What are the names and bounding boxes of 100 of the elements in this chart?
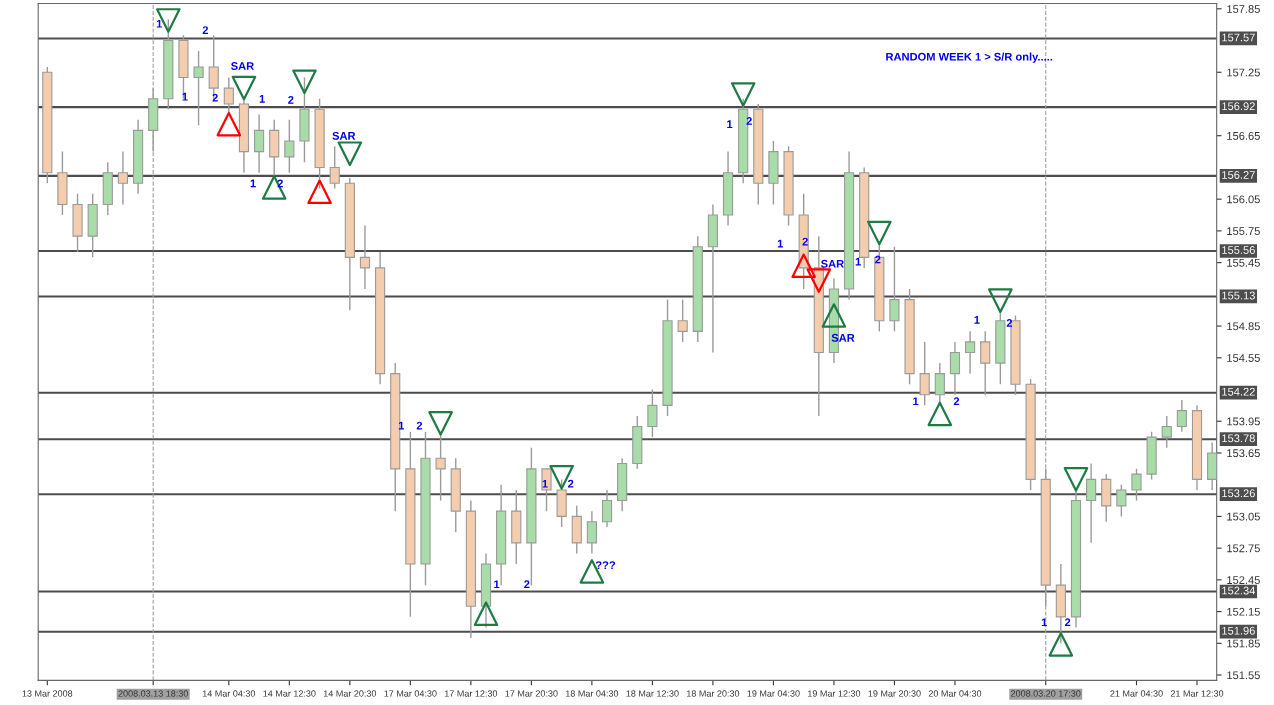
y-tick-label: 153.05 <box>1227 512 1260 521</box>
candlestick <box>601 489 613 528</box>
annotation: 2 <box>416 421 423 430</box>
annotation: ??? <box>595 561 616 569</box>
ref-line-label: 157.57 <box>1222 33 1255 42</box>
candlestick <box>253 113 265 174</box>
candlestick <box>359 224 371 290</box>
y-tick-label: 156.05 <box>1227 195 1260 204</box>
annotation: 1 <box>855 257 861 266</box>
annotation: 1 <box>1041 618 1047 627</box>
y-tick-label: 154.85 <box>1227 322 1260 331</box>
y-tick-label: 156.65 <box>1227 131 1260 140</box>
y-tick-label: 157.25 <box>1227 68 1260 77</box>
point <box>927 401 953 427</box>
x-tick-label: 19 Mar 20:30 <box>868 690 921 697</box>
point <box>216 111 242 137</box>
candlestick <box>1086 462 1097 544</box>
candlestick <box>284 119 295 174</box>
annotation: 1 <box>974 316 980 324</box>
y-tick-label: 151.85 <box>1227 639 1260 648</box>
x-tick-label: 18 Mar 12:30 <box>626 690 679 697</box>
annotation: 2 <box>1064 618 1071 627</box>
ref-line-label: 153.78 <box>1222 434 1255 443</box>
annotation: 1 <box>259 94 265 103</box>
candlestick <box>964 330 976 375</box>
annotation: 2 <box>1006 319 1013 327</box>
y-tick-label: 155.45 <box>1227 258 1260 267</box>
x-tick-label: 19 Mar 12:30 <box>808 690 861 697</box>
annotation: 1 <box>398 421 405 430</box>
candlestick <box>919 341 930 407</box>
x-tick-label: 18 Mar 20:30 <box>687 690 740 697</box>
annotation: 1 <box>727 120 733 129</box>
candlestick <box>1131 468 1142 502</box>
annotation: 2 <box>288 95 294 104</box>
point <box>791 253 816 279</box>
annotation: 2 <box>568 479 574 488</box>
ref-line-label: 156.27 <box>1222 171 1255 179</box>
point <box>1048 632 1074 657</box>
x-tick-label: 14 Mar 20:30 <box>323 690 377 697</box>
candlestick <box>1161 415 1172 449</box>
annotation: 2 <box>212 93 218 102</box>
y-tick-label: 153.95 <box>1227 417 1260 426</box>
y-tick-label: 157.85 <box>1227 5 1260 13</box>
x-tick-label: 19 Mar 04:30 <box>747 690 800 697</box>
point <box>821 303 847 328</box>
annotation: 2 <box>953 397 960 406</box>
candlestick <box>1116 483 1127 518</box>
x-tick-label: 14 Mar 12:30 <box>263 690 316 697</box>
x-tick-label: 21 Mar 04:30 <box>1110 690 1163 697</box>
y-tick-label: 152.75 <box>1227 544 1260 553</box>
x-tick-label: 14 Mar 04:30 <box>202 690 256 697</box>
point <box>156 8 181 33</box>
candlestick <box>208 34 219 100</box>
annotation: 1 <box>250 179 256 188</box>
y-tick-label: 151.55 <box>1227 671 1260 680</box>
point <box>1063 467 1089 492</box>
candlestick <box>949 341 961 396</box>
x-tick-label: 17 Mar 04:30 <box>384 690 437 697</box>
x-tick-label: 21 Mar 12:30 <box>1170 690 1224 697</box>
y-tick-label: 155.75 <box>1227 227 1260 236</box>
point <box>988 288 1013 313</box>
candlestick <box>193 50 204 126</box>
ref-line-label: 155.56 <box>1222 246 1255 254</box>
point <box>307 179 332 205</box>
annotation: RANDOM WEEK 1 > S/R only..... <box>886 52 1053 63</box>
y-tick-label: 154.55 <box>1227 354 1260 362</box>
point <box>428 411 453 436</box>
annotation: 1 <box>182 92 188 101</box>
point <box>549 464 574 490</box>
y-tick-label: 152.45 <box>1227 576 1260 584</box>
annotation: SAR <box>231 62 254 70</box>
candlestick <box>1176 399 1187 433</box>
point <box>292 69 317 95</box>
annotation: SAR <box>831 333 855 342</box>
annotation: 2 <box>202 26 209 34</box>
x-tick-label: 17 Mar 12:30 <box>444 690 498 697</box>
annotation: 1 <box>494 580 500 589</box>
annotation: SAR <box>821 259 844 268</box>
y-tick-label: 153.65 <box>1227 449 1260 458</box>
candlestick <box>329 145 340 190</box>
annotation: 2 <box>524 580 530 589</box>
annotation: 1 <box>156 19 163 28</box>
ref-line-label: 155.13 <box>1222 291 1255 300</box>
point <box>806 268 832 293</box>
annotation: 1 <box>542 479 548 488</box>
annotation: SAR <box>332 131 356 140</box>
x-tick-label: 13 Mar 2008 <box>22 690 73 697</box>
annotation: 1 <box>913 397 919 406</box>
candlestick <box>677 298 688 343</box>
candlestick <box>541 468 552 512</box>
candlestick <box>117 150 129 206</box>
ref-line-label: 153.26 <box>1222 489 1255 498</box>
x-tick-label: 2008.03.20 17:30 <box>1011 690 1081 697</box>
annotation: 2 <box>802 237 808 246</box>
point <box>337 141 363 166</box>
ref-line-label: 152.34 <box>1222 586 1256 595</box>
candlestick <box>980 330 991 396</box>
annotation: 2 <box>746 117 752 125</box>
x-tick-label: 18 Mar 04:30 <box>565 690 619 697</box>
y-tick-label: 152.15 <box>1227 607 1260 616</box>
